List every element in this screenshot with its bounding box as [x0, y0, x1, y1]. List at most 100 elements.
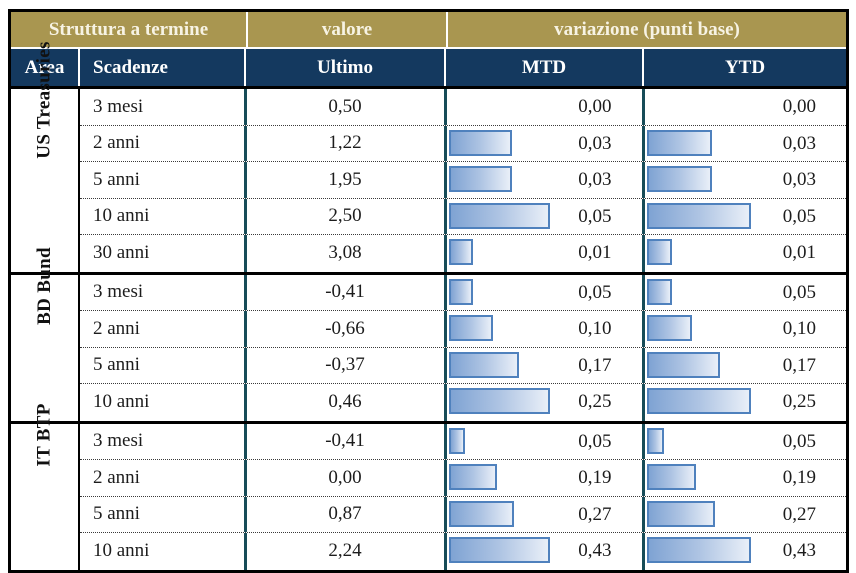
ytd-value: 0,00	[782, 96, 816, 117]
ytd-data-bar	[646, 537, 752, 563]
ultimo-value-cell: 1,22	[243, 125, 444, 161]
ytd-cell: 0,19	[641, 460, 847, 496]
mtd-data-bar	[448, 500, 515, 527]
ultimo-value-cell: -0,41	[243, 274, 444, 310]
area-cell: US Treasuries	[11, 41, 78, 158]
table-row: 2 anni 0,00 0,19 0,19	[80, 460, 846, 497]
column-header-ytd: YTD	[642, 49, 846, 86]
term-structure-table: Struttura a termine valore variazione (p…	[8, 9, 849, 573]
mtd-value: 0,27	[578, 503, 612, 525]
column-header-ultimo: Ultimo	[244, 49, 444, 86]
ytd-value: 0,05	[782, 430, 816, 452]
mtd-data-bar	[448, 278, 474, 305]
maturity-cell: 3 mesi	[93, 95, 144, 117]
mtd-cell: 0,17	[443, 347, 642, 383]
table-row: 3 mesi -0,41 0,05 0,05	[80, 423, 847, 460]
header-valore: valore	[246, 12, 446, 47]
mtd-cell: 0,27	[443, 496, 642, 532]
table-row: 5 anni 0,87 0,27 0,27	[80, 496, 847, 533]
ytd-value: 0,03	[782, 169, 816, 190]
ytd-cell: 0,27	[641, 496, 847, 532]
ytd-data-bar	[646, 315, 693, 341]
ytd-data-bar	[646, 239, 673, 265]
ytd-data-bar	[646, 129, 712, 156]
ytd-value: 0,05	[782, 281, 816, 303]
mtd-value: 0,05	[578, 205, 612, 227]
ytd-data-bar	[646, 427, 665, 454]
ytd-data-bar	[646, 278, 673, 305]
table-row: 10 anni 0,46 0,25 0,25	[80, 384, 846, 421]
ultimo-value-cell: 0,50	[243, 89, 444, 125]
maturity-cell: 10 anni	[93, 540, 150, 562]
maturity-cell: 10 anni	[93, 391, 150, 413]
area-label: BD Bund	[33, 246, 55, 325]
area-cell: BD Bund	[11, 247, 78, 325]
header-struttura-a-termine: Struttura a termine	[48, 18, 209, 40]
ytd-cell: 0,00	[641, 89, 847, 125]
ytd-value: 0,03	[782, 132, 816, 154]
ytd-cell: 0,05	[641, 198, 847, 234]
table-header-top: Struttura a termine valore variazione (p…	[11, 12, 846, 49]
mtd-data-bar	[448, 315, 493, 341]
table-header-columns: Area Scadenze Ultimo MTD YTD	[11, 49, 846, 86]
ytd-value: 0,27	[782, 503, 816, 525]
mtd-cell: 0,03	[443, 125, 642, 161]
ytd-data-bar	[646, 166, 712, 192]
mtd-value: 0,03	[578, 169, 612, 190]
mtd-data-bar	[448, 239, 474, 265]
area-group: BD Bund 3 mesi -0,41 0,05 0,05 2 anni -0,66 0,1…	[11, 247, 847, 421]
table-row: 10 anni 2,24 0,43 0,43	[80, 533, 846, 570]
ytd-value: 0,25	[782, 391, 816, 412]
ytd-cell: 0,17	[641, 347, 847, 383]
mtd-cell: 0,19	[443, 460, 642, 496]
table-row: 3 mesi -0,41 0,05 0,05	[80, 274, 846, 311]
ultimo-value-cell: -0,41	[243, 423, 444, 459]
group-rows: 3 mesi -0,41 0,05 0,05 2 anni -0,66 0,10 0,10 5 …	[78, 274, 847, 421]
ultimo-value-cell: 0,00	[243, 460, 444, 496]
column-header-scadenze: Scadenze	[78, 49, 244, 86]
ytd-value: 0,01	[782, 242, 816, 263]
ytd-value: 0,05	[782, 205, 816, 227]
area-cell: IT BTP	[11, 403, 78, 466]
ytd-value: 0,19	[782, 467, 816, 488]
table-row: 10 anni 2,50 0,05 0,05	[80, 198, 847, 235]
ytd-data-bar	[646, 464, 697, 490]
ytd-data-bar	[646, 388, 752, 414]
mtd-value: 0,03	[578, 132, 612, 154]
ytd-cell: 0,25	[641, 384, 847, 421]
ytd-data-bar	[646, 500, 715, 527]
maturity-cell: 3 mesi	[93, 430, 144, 452]
maturity-cell: 2 anni	[93, 466, 140, 488]
table-row: 2 anni 1,22 0,03 0,03	[80, 125, 846, 162]
header-variazione: variazione (punti base)	[446, 12, 846, 47]
ultimo-value-cell: 2,50	[243, 198, 444, 234]
mtd-value: 0,10	[578, 318, 612, 339]
ytd-cell: 0,43	[641, 533, 847, 570]
area-label: US Treasuries	[33, 41, 55, 159]
ytd-cell: 0,03	[641, 162, 847, 198]
column-header-mtd: MTD	[444, 49, 642, 86]
ultimo-value-cell: 2,24	[243, 533, 444, 570]
table-row: 3 mesi 0,50 0,00 0,00	[80, 89, 846, 126]
table-body: US Treasuries 3 mesi 0,50 0,00 0,00 2 anni 1,2…	[11, 41, 847, 570]
mtd-data-bar	[448, 351, 520, 378]
mtd-value: 0,19	[578, 467, 612, 488]
ultimo-value-cell: -0,37	[243, 347, 444, 383]
mtd-data-bar	[448, 129, 512, 156]
mtd-cell: 0,05	[443, 423, 642, 459]
maturity-cell: 2 anni	[93, 132, 140, 154]
mtd-cell: 0,03	[443, 162, 642, 198]
ultimo-value-cell: 0,87	[243, 496, 444, 532]
mtd-cell: 0,10	[443, 311, 642, 347]
ultimo-value-cell: -0,66	[243, 311, 444, 347]
mtd-cell: 0,00	[443, 89, 642, 125]
mtd-cell: 0,43	[443, 533, 642, 570]
maturity-cell: 5 anni	[93, 168, 140, 190]
mtd-data-bar	[448, 166, 512, 192]
ytd-cell: 0,05	[641, 423, 847, 459]
ultimo-value-cell: 0,46	[243, 384, 444, 421]
area-group: US Treasuries 3 mesi 0,50 0,00 0,00 2 anni 1,2…	[11, 41, 847, 272]
column-header-area: Area	[24, 56, 65, 78]
mtd-value: 0,25	[578, 391, 612, 412]
ytd-cell: 0,10	[641, 311, 847, 347]
